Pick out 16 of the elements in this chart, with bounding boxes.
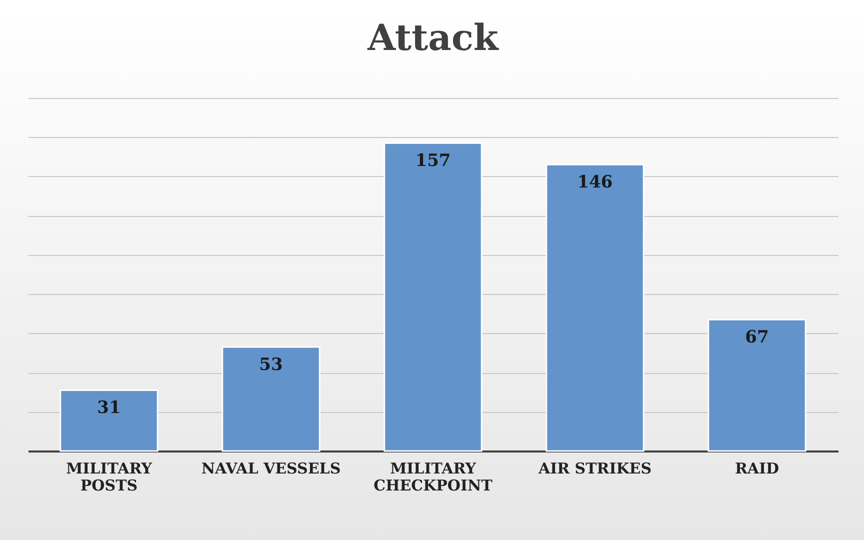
x-tick-label: MILITARY CHECKPOINT bbox=[374, 460, 494, 494]
data-label: 31 bbox=[97, 398, 121, 418]
bar bbox=[60, 389, 158, 452]
bar bbox=[708, 318, 806, 452]
x-tick-label: RAID bbox=[734, 460, 780, 478]
data-label: 157 bbox=[415, 151, 451, 172]
bar bbox=[222, 346, 320, 452]
x-tick-label: NAVAL VESSELS bbox=[201, 460, 341, 478]
chart-title: Attack bbox=[366, 17, 500, 59]
x-tick-label: AIR STRIKES bbox=[537, 460, 652, 478]
bar bbox=[384, 142, 482, 452]
data-label: 53 bbox=[259, 355, 283, 376]
bar bbox=[546, 164, 644, 452]
x-tick-label: MILITARY POSTS bbox=[66, 460, 152, 494]
data-label: 146 bbox=[577, 172, 613, 193]
data-label: 67 bbox=[745, 328, 769, 348]
